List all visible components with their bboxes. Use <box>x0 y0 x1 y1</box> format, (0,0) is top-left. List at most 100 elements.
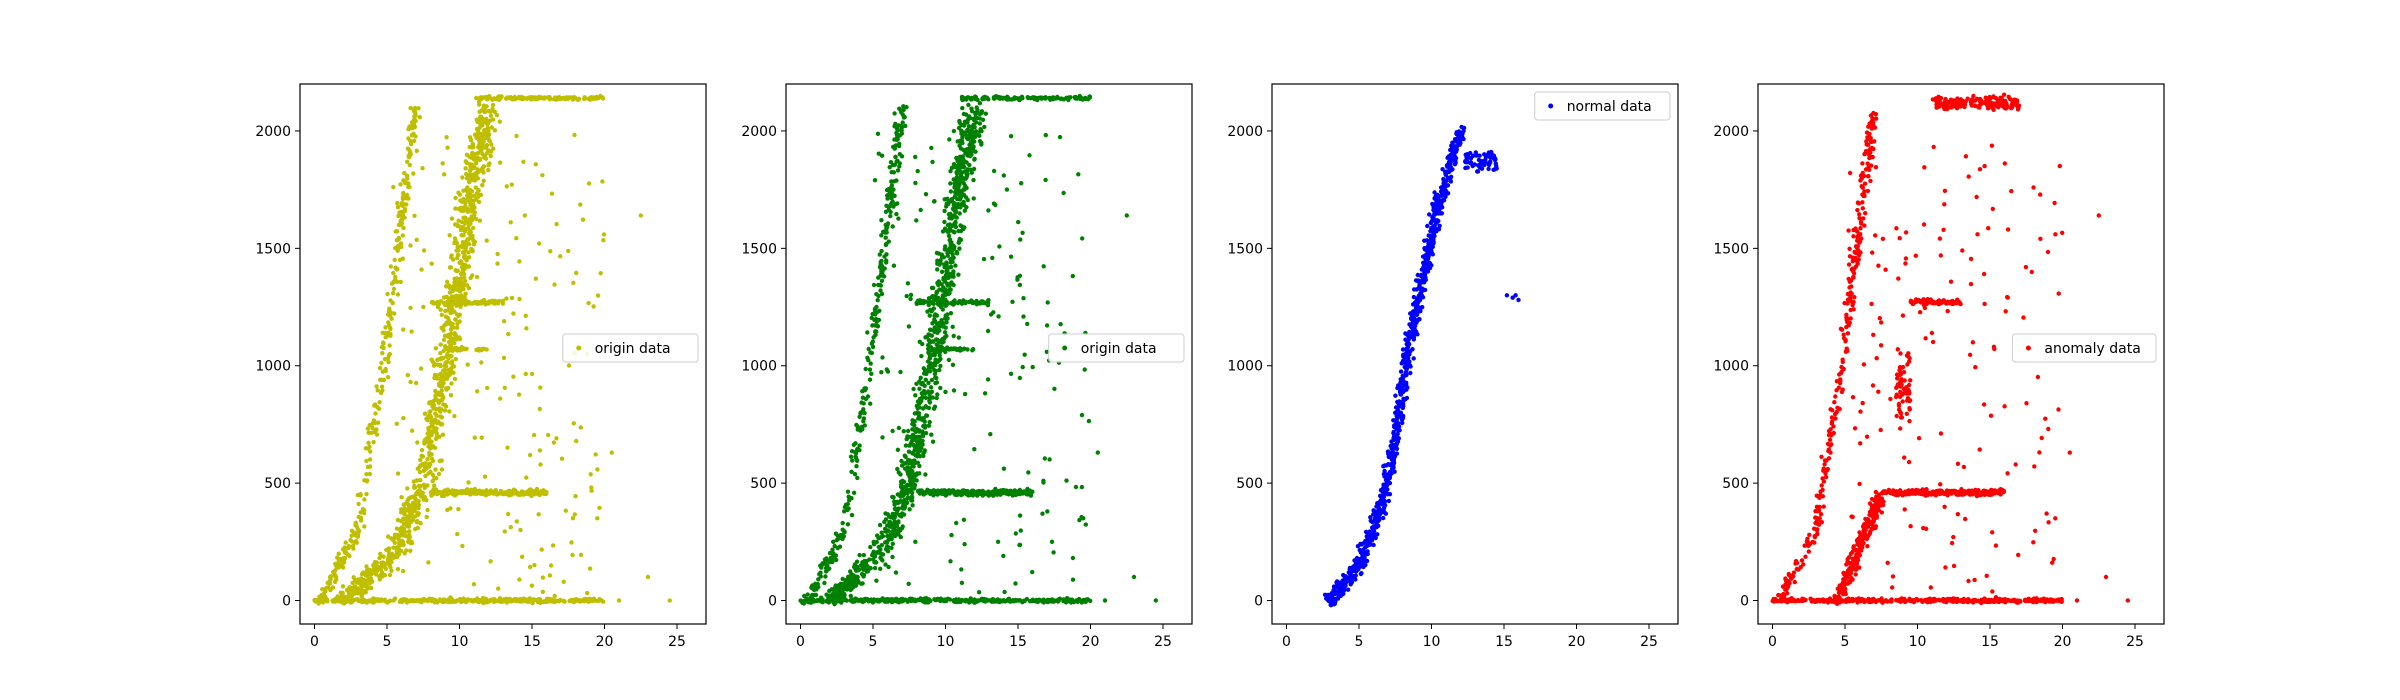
data-point <box>359 594 364 599</box>
data-point <box>859 571 865 577</box>
data-point <box>1080 598 1085 603</box>
data-point <box>930 439 936 444</box>
data-point <box>417 469 423 475</box>
data-point <box>927 299 932 305</box>
data-point <box>901 429 906 434</box>
data-point <box>574 598 580 603</box>
data-point <box>475 190 480 196</box>
data-point <box>873 329 878 334</box>
data-point <box>857 552 862 558</box>
data-point <box>903 443 909 448</box>
data-point <box>390 290 396 296</box>
data-point <box>477 102 482 107</box>
data-point <box>409 141 414 147</box>
data-point <box>598 271 603 276</box>
data-point <box>465 185 470 190</box>
data-point <box>890 494 895 500</box>
data-point <box>931 339 936 344</box>
data-point <box>409 329 414 334</box>
data-point <box>474 216 479 222</box>
data-point <box>479 346 484 352</box>
data-point <box>405 498 410 503</box>
data-point <box>954 165 960 170</box>
data-point <box>395 471 401 476</box>
data-point <box>367 598 372 603</box>
data-point <box>909 498 915 503</box>
data-point <box>523 313 528 318</box>
data-point <box>1014 491 1019 496</box>
data-point <box>894 211 899 217</box>
data-point <box>854 464 859 469</box>
data-point <box>425 457 430 462</box>
data-point <box>452 240 457 246</box>
data-point <box>880 269 885 274</box>
data-point <box>449 216 455 221</box>
data-point <box>862 410 867 416</box>
data-point <box>313 599 318 604</box>
data-point <box>935 267 940 272</box>
data-point <box>855 568 861 573</box>
data-point <box>446 339 452 345</box>
data-point <box>456 506 461 512</box>
data-point <box>566 248 571 254</box>
data-point <box>1051 550 1056 555</box>
data-point <box>913 393 918 398</box>
data-point <box>389 568 394 573</box>
data-point <box>395 205 401 210</box>
data-point <box>887 165 892 170</box>
data-point <box>936 251 942 256</box>
data-point <box>425 507 430 513</box>
data-point <box>467 255 472 260</box>
data-point <box>867 377 873 382</box>
data-point <box>478 95 483 101</box>
data-point <box>435 373 440 378</box>
data-point <box>1001 173 1006 178</box>
data-point <box>380 350 385 356</box>
data-point <box>355 492 361 498</box>
data-point <box>514 133 519 139</box>
data-point <box>457 336 463 342</box>
data-point <box>959 94 965 100</box>
data-point <box>949 532 954 538</box>
data-point <box>477 109 482 115</box>
data-point <box>368 572 373 577</box>
data-point <box>439 415 445 420</box>
data-point <box>957 299 962 304</box>
data-point <box>351 575 356 580</box>
data-point <box>398 241 404 246</box>
data-point <box>371 566 376 572</box>
data-point <box>948 240 953 245</box>
data-point <box>440 161 445 166</box>
data-point <box>478 168 483 173</box>
data-point <box>947 288 952 293</box>
data-point <box>409 598 415 604</box>
data-point <box>522 213 527 218</box>
data-point <box>396 246 401 251</box>
data-point <box>953 215 959 220</box>
data-point <box>419 267 424 272</box>
data-point <box>441 490 446 495</box>
data-point <box>466 241 472 247</box>
data-point <box>398 218 403 224</box>
data-point <box>413 598 418 604</box>
data-point <box>470 235 475 240</box>
data-point <box>945 250 950 256</box>
data-point <box>389 536 394 541</box>
data-point <box>802 593 807 599</box>
data-point <box>568 598 574 603</box>
data-point <box>450 359 455 364</box>
data-point <box>917 386 922 391</box>
data-point <box>428 415 434 420</box>
data-point <box>551 440 557 445</box>
data-point <box>358 518 364 523</box>
data-point <box>398 279 403 285</box>
data-point <box>395 200 400 206</box>
data-point <box>379 562 385 567</box>
data-point <box>432 375 437 381</box>
data-point <box>485 150 490 156</box>
data-point <box>505 445 510 450</box>
data-point <box>876 151 881 156</box>
data-point <box>447 290 453 295</box>
data-point <box>855 446 860 452</box>
data-point <box>381 554 386 559</box>
